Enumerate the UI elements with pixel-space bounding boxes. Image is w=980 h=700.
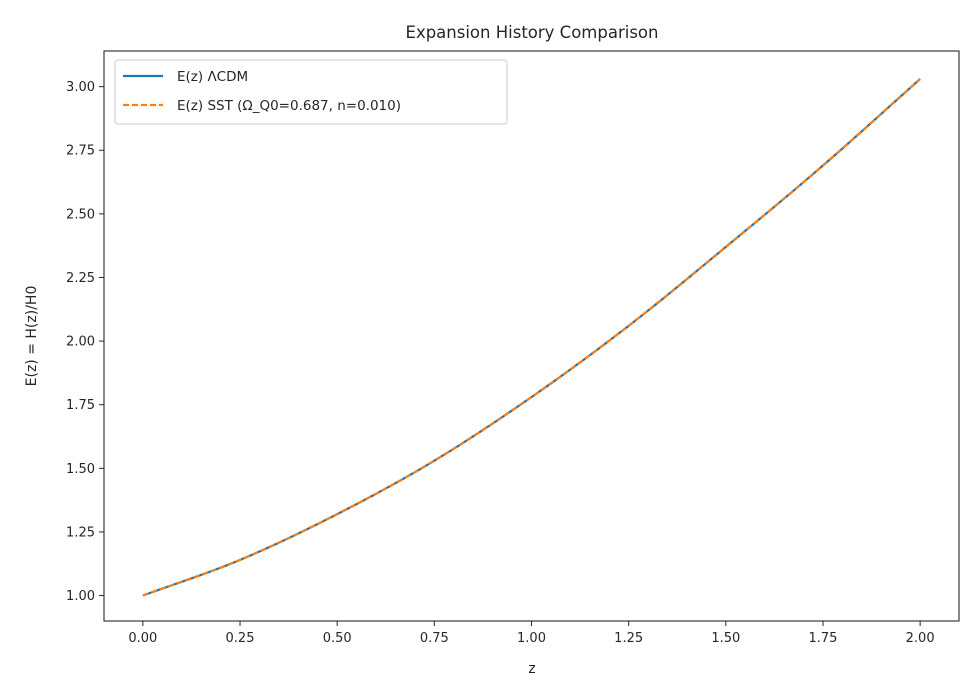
y-tick-label: 1.00 [66, 589, 95, 604]
legend-frame [114, 59, 508, 125]
y-tick-label: 2.00 [66, 335, 95, 350]
legend-label-lcdm: E(z) ΛCDM [177, 69, 248, 85]
y-tick-label: 2.50 [66, 207, 95, 222]
y-axis-ticks: 1.00 1.25 1.50 1.75 2.00 2.25 2.50 2.75 3.00 [66, 80, 104, 604]
y-tick-label: 2.25 [66, 271, 95, 286]
legend: E(z) ΛCDM E(z) SST (Ω_Q0=0.687, n=0.010) [114, 59, 508, 125]
y-tick-label: 2.75 [66, 144, 95, 159]
x-tick-label: 1.75 [809, 631, 838, 646]
x-axis-ticks: 0.00 0.25 0.50 0.75 1.00 1.25 1.50 1.75 2.00 [128, 621, 935, 646]
plot-area-frame [103, 50, 960, 622]
x-axis-label: z [528, 661, 535, 677]
x-tick-label: 0.00 [128, 631, 157, 646]
series-line-sst [142, 78, 921, 597]
y-tick-label: 1.50 [66, 462, 95, 477]
x-tick-label: 1.50 [711, 631, 740, 646]
y-tick-label: 3.00 [66, 80, 95, 95]
plot-lines [142, 78, 921, 597]
y-tick-label: 1.25 [66, 525, 95, 540]
y-tick-label: 1.75 [66, 398, 95, 413]
y-axis-label: E(z) = H(z)/H0 [24, 286, 40, 387]
x-tick-label: 0.75 [420, 631, 449, 646]
x-tick-label: 0.50 [323, 631, 352, 646]
chart-title: Expansion History Comparison [406, 23, 659, 42]
x-tick-label: 2.00 [906, 631, 935, 646]
x-tick-label: 1.25 [614, 631, 643, 646]
legend-label-sst: E(z) SST (Ω_Q0=0.687, n=0.010) [177, 98, 401, 114]
x-tick-label: 0.25 [226, 631, 255, 646]
x-tick-label: 1.00 [517, 631, 546, 646]
